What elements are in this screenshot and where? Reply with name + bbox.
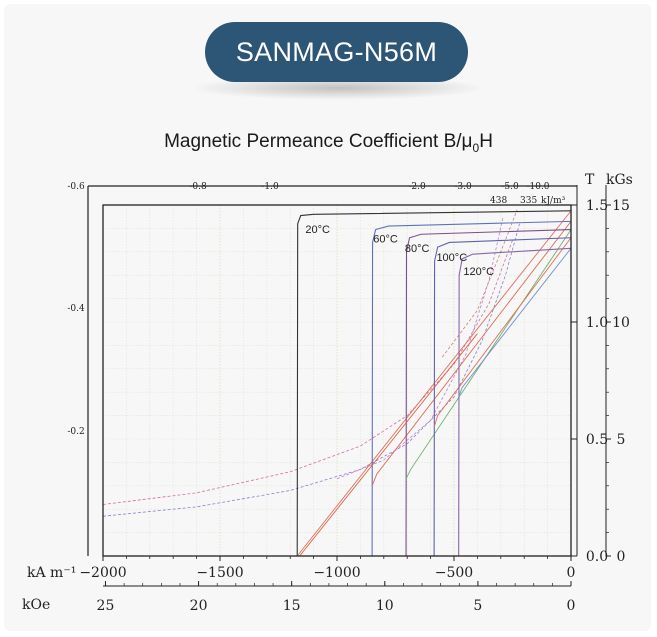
axis-ticks: [102, 185, 611, 587]
permeance-line: [102, 223, 520, 517]
energy-label-335: 335: [520, 196, 537, 206]
x-axis-unit-label: kA m⁻¹: [27, 565, 76, 581]
koe-tick-label: 25: [97, 598, 115, 614]
series-label-1: 60°C: [373, 233, 398, 245]
chart-card: [4, 4, 651, 631]
j-curve-1: [371, 220, 572, 557]
series-label-3: 100°C: [436, 252, 467, 264]
permeance-line: [441, 209, 518, 358]
koe-tick-label: 0: [567, 598, 576, 614]
b-curve-4: [458, 248, 572, 398]
j-curve-3: [433, 237, 572, 557]
x-tick-label: −1000: [313, 565, 360, 581]
koe-axis-unit-label: kOe: [22, 597, 50, 613]
y-tick-label: 1.5: [586, 198, 608, 214]
y-tick-label: 0.0: [586, 549, 608, 565]
kgs-tick-label: 5: [617, 432, 626, 448]
permeance-lines: [102, 209, 520, 517]
y-axis-unit-label-kgs: kGs: [606, 172, 633, 188]
kgs-tick-label: 0: [617, 549, 626, 565]
top-permeance-label: -2.0: [408, 182, 426, 192]
top-permeance-label: -3.0: [454, 182, 472, 192]
x-tick-label: 0: [567, 565, 576, 581]
koe-tick-label: 5: [473, 598, 482, 614]
plot-grid: [102, 204, 572, 557]
koe-tick-label: 10: [376, 598, 394, 614]
product-title-pill: SANMAG-N56M: [205, 22, 468, 82]
j-curve-0: [296, 210, 572, 557]
axis-labels: 20°C 60°C 80°C 100°C 120°C −2000 −1500 −1000 −50…: [67, 182, 630, 614]
permeance-line: [102, 239, 513, 505]
b-curve-3: [433, 237, 572, 428]
y-tick-label: 1.0: [586, 315, 608, 331]
top-permeance-label: -0.6: [67, 182, 85, 192]
top-permeance-label: -0.8: [189, 182, 207, 192]
koe-tick-label: 15: [283, 598, 301, 614]
y-tick-label: 0.5: [586, 432, 608, 448]
left-permeance-label: -0.4: [67, 304, 85, 314]
top-permeance-label: -10.0: [526, 182, 549, 192]
b-curve-extension: [299, 333, 478, 557]
x-tick-label: −500: [435, 565, 473, 581]
series-label-4: 120°C: [463, 266, 494, 278]
top-permeance-label: -1.0: [261, 182, 279, 192]
x-tick-label: −2000: [79, 565, 126, 581]
chart-title-tail: H: [479, 131, 493, 152]
permeance-line: [336, 216, 504, 480]
chart-title-subscript: 0: [472, 140, 480, 155]
chart-title: Magnetic Permeance Coefficient B/μ0H: [0, 131, 657, 155]
energy-label-unit: kJ/m³: [541, 196, 566, 206]
energy-label-438: 438: [490, 196, 507, 206]
series-label-0: 20°C: [305, 224, 330, 236]
top-permeance-label: -5.0: [501, 182, 519, 192]
series-label-2: 80°C: [405, 243, 430, 255]
x-tick-label: −1500: [196, 565, 243, 581]
j-curve-4: [458, 247, 572, 557]
left-permeance-label: -0.2: [67, 427, 84, 437]
j-curve-2: [405, 229, 572, 557]
b-curve-1: [371, 221, 572, 486]
chart-title-main: Magnetic Permeance Coefficient B/μ: [164, 131, 473, 152]
y-axis-unit-label-t: T: [585, 172, 595, 188]
kgs-tick-label: 10: [612, 315, 630, 331]
kgs-tick-label: 15: [612, 198, 630, 214]
demag-curves: [296, 210, 572, 557]
koe-tick-label: 20: [190, 598, 208, 614]
